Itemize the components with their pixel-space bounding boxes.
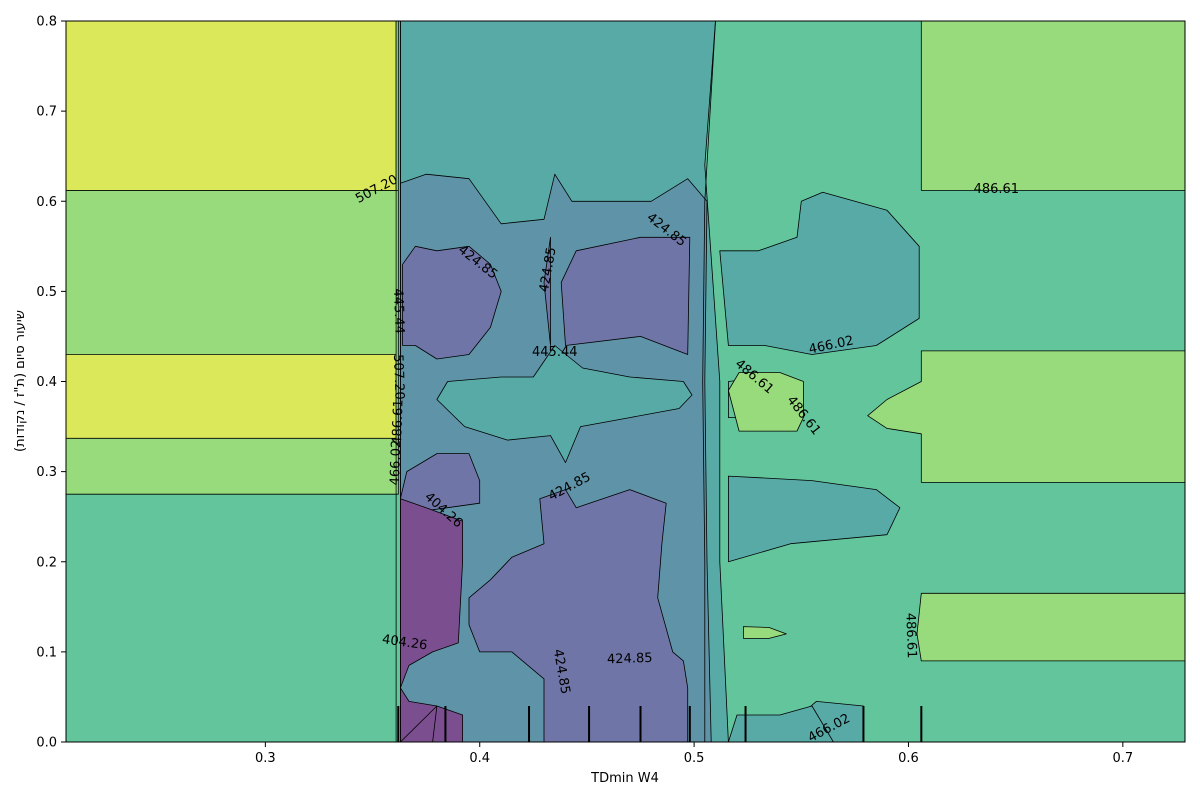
y-tick-label: 0.7 [36, 105, 57, 120]
contour-region [436, 345, 693, 464]
x-axis-label: TDmin W4 [590, 771, 659, 786]
y-axis-label: שיעור סיום (ת"ז / נקודות) [13, 310, 28, 452]
contour-region [728, 372, 804, 432]
contour-region [560, 236, 691, 355]
contour-region [728, 705, 834, 742]
y-tick-label: 0.8 [36, 15, 57, 30]
contour-label: 466.02 [388, 440, 405, 486]
y-axis-ticks: 0.0 0.1 0.2 0.3 0.4 0.5 0.6 0.7 0.8 [36, 15, 66, 751]
contour-region [543, 236, 551, 346]
contour-label: 486.61 [902, 613, 919, 659]
y-tick-label: 0.5 [36, 285, 57, 300]
contour-label: 404.26 [381, 632, 428, 653]
contour-line [702, 21, 716, 742]
contour-label: 486.61 [974, 182, 1020, 197]
x-axis-ticks: 0.3 0.4 0.5 0.6 0.7 [255, 742, 1133, 766]
contour-lines [395, 21, 716, 742]
contour-region [66, 354, 397, 439]
contour-label: 445.44 [532, 345, 578, 360]
contour-region [399, 498, 464, 689]
x-tick-label: 0.4 [469, 751, 490, 766]
contour-label: 486.61 [390, 399, 407, 445]
contour-region [399, 489, 689, 742]
contour-region [399, 705, 438, 742]
y-tick-label: 0.2 [36, 555, 57, 570]
y-tick-label: 0.0 [36, 736, 57, 751]
contour-region [916, 592, 1185, 662]
y-tick-label: 0.4 [36, 375, 57, 390]
x-tick-label: 0.3 [255, 751, 276, 766]
filled-regions [66, 21, 1185, 742]
contour-label: 424.85 [607, 651, 653, 668]
contour-region [66, 21, 397, 191]
contour-region [743, 626, 787, 639]
rug-marks [397, 706, 923, 742]
contour-label: 445.44 [390, 288, 407, 334]
contour-region [402, 245, 502, 360]
contour-region [728, 475, 901, 563]
x-tick-label: 0.5 [684, 751, 705, 766]
x-tick-label: 0.6 [898, 751, 919, 766]
contour-region [66, 189, 399, 495]
y-tick-label: 0.6 [36, 195, 57, 210]
y-tick-label: 0.3 [36, 465, 57, 480]
contour-region [867, 350, 1185, 483]
contour-region [920, 21, 1185, 191]
contour-region [719, 191, 920, 355]
y-tick-label: 0.1 [36, 645, 57, 660]
contour-label: 507.20 [390, 354, 407, 400]
x-tick-label: 0.7 [1112, 751, 1133, 766]
